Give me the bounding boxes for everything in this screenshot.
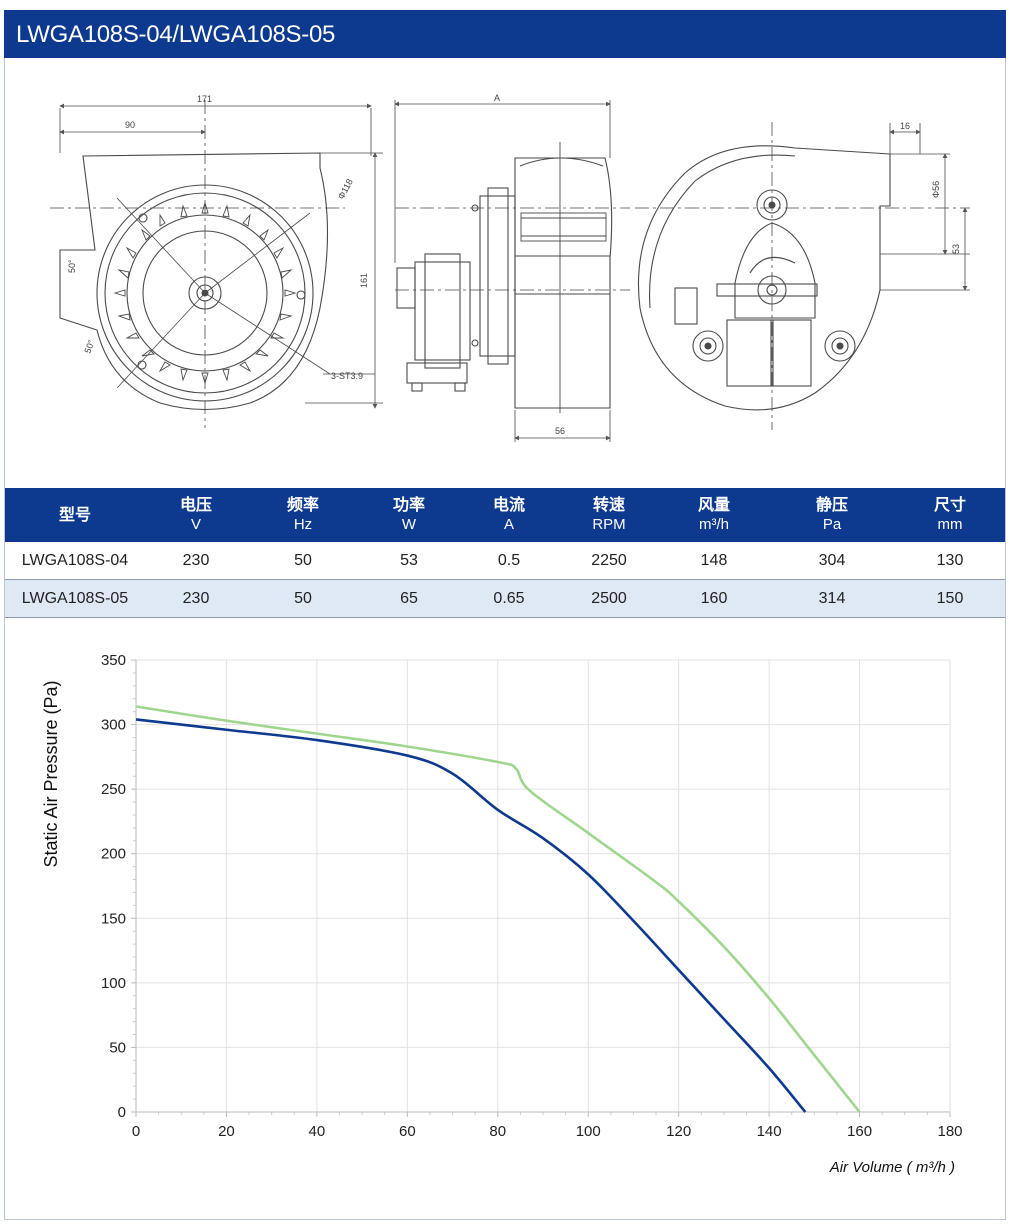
col-model: 型号 [5,488,145,542]
dim-angle-2: 50° [82,338,96,355]
col-voltage-label: 电压 [179,497,212,514]
y-tick-label: 0 [118,1104,126,1121]
cell-model: LWGA108S-05 [5,579,145,618]
cell-current: 0.5 [459,542,559,580]
y-tick-label: 300 [101,717,126,734]
dim-56: Φ56 [931,181,941,198]
spec-table: 型号 电压 V 频率 Hz 功率 W 电流 A 转速 RPM 风量 m³/h 静压 Pa 尺寸… [5,488,1005,618]
x-tick-label: 100 [576,1123,601,1140]
cell-power: 53 [359,542,459,580]
title-bar: LWGA108S-04/LWGA108S-05 [4,10,1006,58]
col-speed-label: 转速 [592,497,625,514]
dim-53: 53 [951,244,961,254]
y-tick-label: 200 [101,846,126,863]
cell-current: 0.65 [459,579,559,618]
dim-161: 161 [359,273,369,288]
col-frequency-label: 频率 [286,497,319,514]
y-tick-label: 150 [101,910,126,927]
col-airflow-label: 风量 [697,497,730,514]
x-tick-label: 20 [218,1123,235,1140]
dim-171: 171 [197,94,212,104]
col-frequency: 频率 Hz [247,488,359,542]
cell-model: LWGA108S-04 [5,542,145,580]
col-power-unit: W [401,516,417,533]
table-row: LWGA108S-05 230 50 65 0.65 2500 160 314 … [5,579,1005,618]
chart-series [135,705,861,1113]
cell-airflow: 148 [659,542,769,580]
col-pressure-label: 静压 [815,497,848,514]
cell-frequency: 50 [247,579,359,618]
cell-voltage: 230 [145,542,247,580]
dim-90: 90 [125,120,135,130]
col-voltage: 电压 V [145,488,247,542]
x-tick-label: 80 [489,1123,506,1140]
chart-axes [131,659,951,1117]
performance-chart: 0 20 40 60 80 100 120 140 160 180 0 50 100 150 200 250 3… [41,652,963,1176]
table-row: LWGA108S-04 230 50 53 0.5 2250 148 304 1… [5,542,1005,580]
col-power: 功率 W [359,488,459,542]
col-airflow-unit: m³/h [699,516,729,533]
col-size: 尺寸 mm [895,488,1005,542]
cell-pressure: 314 [769,579,895,618]
chart-ticks: 0 20 40 60 80 100 120 140 160 180 0 50 100 150 200 250 3… [101,652,963,1140]
col-current-label: 电流 [492,497,525,514]
y-tick-label: 50 [109,1039,126,1056]
x-tick-label: 40 [309,1123,326,1140]
col-current-unit: A [503,516,514,533]
y-tick-label: 350 [101,652,126,669]
col-current: 电流 A [459,488,559,542]
cell-power: 65 [359,579,459,618]
dim-16: 16 [900,121,910,131]
dim-56-side: 56 [555,426,565,436]
x-tick-label: 160 [847,1123,872,1140]
col-frequency-unit: Hz [293,516,313,533]
col-pressure-unit: Pa [822,516,842,533]
x-tick-label: 0 [132,1123,140,1140]
dim-angle-1: 50° [67,259,77,273]
col-speed: 转速 RPM [559,488,659,542]
dim-screw: 3-ST3.9 [331,371,363,381]
col-model-label: 型号 [58,506,91,524]
page-title: LWGA108S-04/LWGA108S-05 [16,21,336,48]
x-tick-label: 140 [757,1123,782,1140]
cell-size: 150 [895,579,1005,618]
col-airflow: 风量 m³/h [659,488,769,542]
col-pressure: 静压 Pa [769,488,895,542]
x-tick-label: 180 [937,1123,962,1140]
spec-header-row: 型号 电压 V 频率 Hz 功率 W 电流 A 转速 RPM 风量 m³/h 静压 Pa 尺寸… [5,488,1005,542]
side-view [394,100,630,442]
x-tick-label: 120 [666,1123,691,1140]
cell-voltage: 230 [145,579,247,618]
series-line-2 [135,705,861,1113]
x-tick-label: 60 [399,1123,416,1140]
cell-airflow: 160 [659,579,769,618]
rear-view [635,122,970,430]
technical-drawing: 171 90 Φ118 161 50° 50° 3-ST3.9 A 56 16 … [50,93,970,442]
y-tick-label: 250 [101,781,126,798]
y-tick-label: 100 [101,975,126,992]
front-view [50,100,383,428]
y-axis-label: Static Air Pressure (Pa) [41,680,61,867]
dim-a: A [494,93,500,103]
cell-speed: 2500 [559,579,659,618]
chart-grid [135,659,951,1113]
cell-frequency: 50 [247,542,359,580]
col-size-unit: mm [937,516,963,533]
dim-118: Φ118 [336,177,355,201]
series-line-1 [135,718,807,1113]
x-axis-label: Air Volume ( m³/h ) [829,1159,955,1176]
cell-pressure: 304 [769,542,895,580]
col-size-label: 尺寸 [933,497,966,514]
col-speed-unit: RPM [592,516,626,533]
cell-speed: 2250 [559,542,659,580]
col-power-label: 功率 [392,497,425,514]
cell-size: 130 [895,542,1005,580]
col-voltage-unit: V [190,516,201,533]
